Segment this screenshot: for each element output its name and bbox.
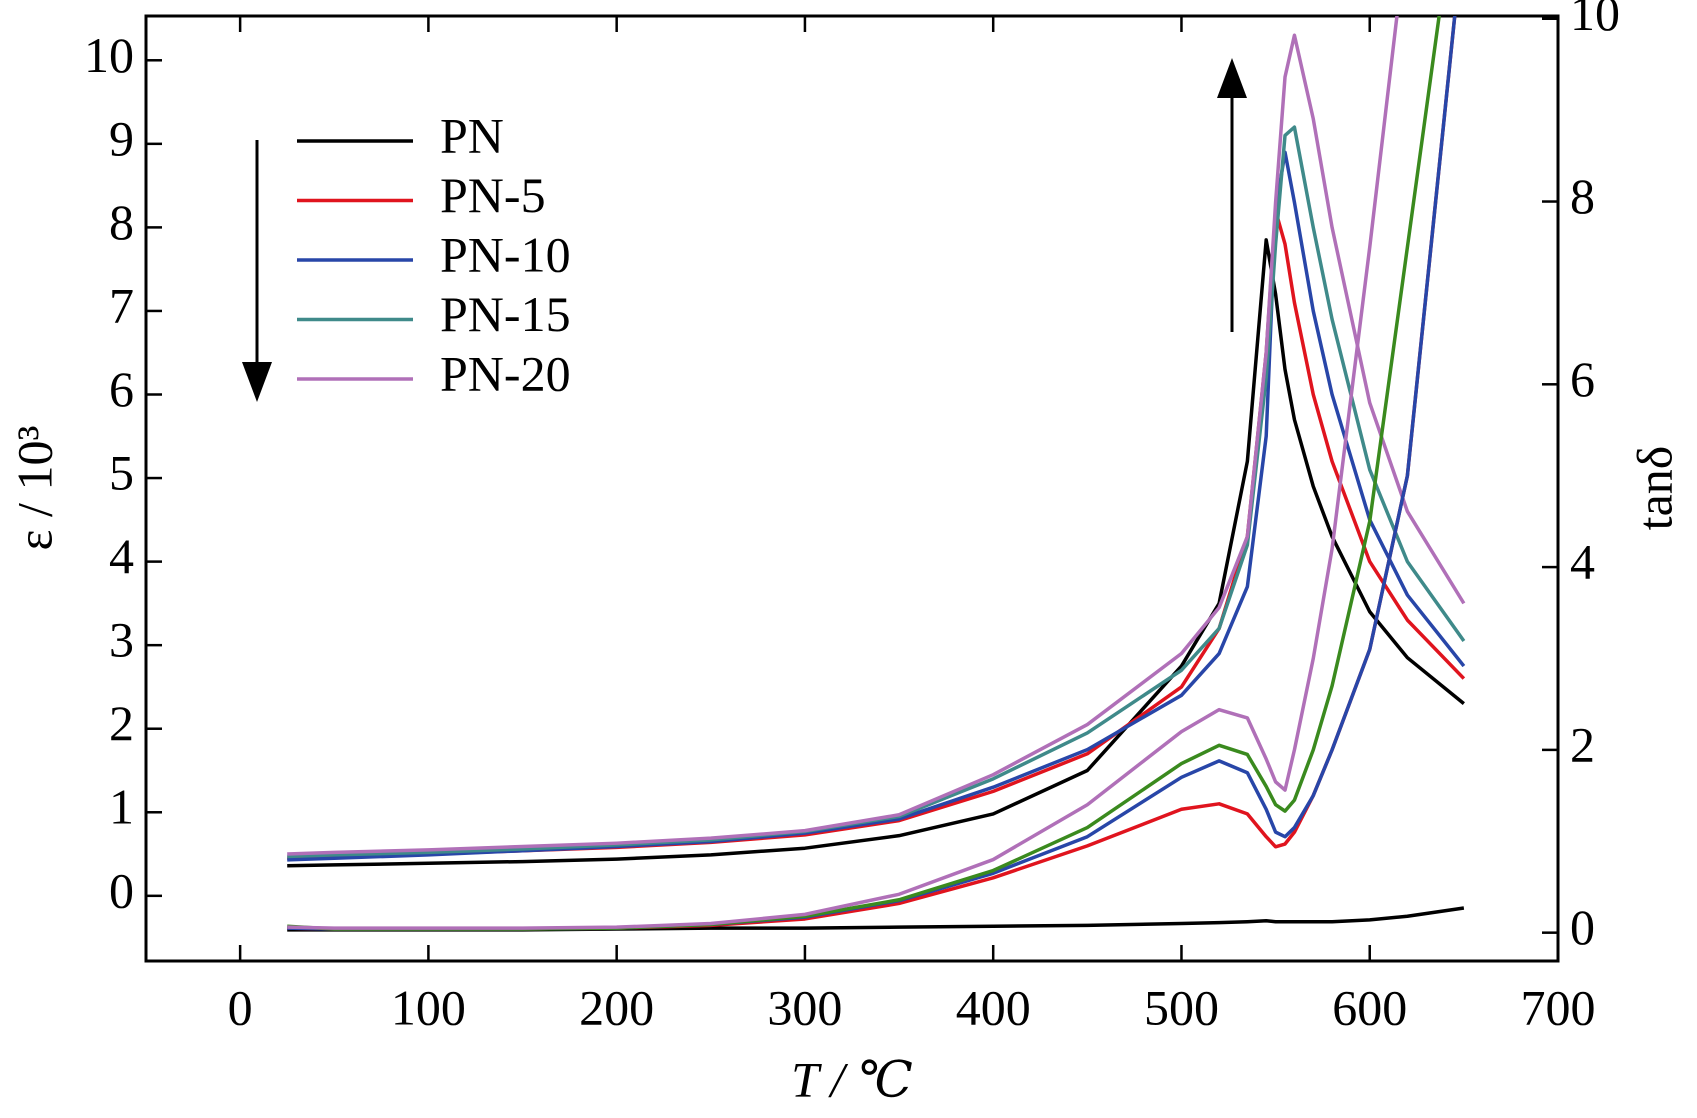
y2-tick-label: 0 — [1570, 899, 1595, 955]
x-tick-label: 400 — [956, 979, 1031, 1035]
legend-label: PN-15 — [440, 286, 571, 342]
y-tick-label: 3 — [109, 612, 134, 668]
legend-label: PN-10 — [440, 226, 571, 282]
legend-label: PN-20 — [440, 345, 571, 401]
y-axis-label: ε / 10³ — [6, 426, 62, 551]
y2-tick-label: 6 — [1570, 351, 1595, 407]
y2-axis-label: tanδ — [1626, 446, 1682, 531]
line-series — [287, 238, 1465, 868]
arrow-down — [242, 140, 272, 402]
line-series — [287, 125, 1466, 859]
plot-frame — [144, 14, 1560, 963]
y2-tick-label: 4 — [1570, 534, 1595, 590]
x-tick-label: 300 — [767, 979, 842, 1035]
y-tick-label: 8 — [109, 194, 134, 250]
x-tick-label: 100 — [391, 979, 466, 1035]
line-series — [287, 33, 1466, 856]
y-tick-label: 4 — [109, 528, 134, 584]
line-series — [287, 16, 1399, 930]
y2-tick-label: 8 — [1570, 168, 1595, 224]
y2-tick-label: 2 — [1570, 716, 1595, 772]
y-tick-label: 0 — [109, 862, 134, 918]
arrow-up — [1217, 58, 1247, 332]
x-tick-label: 600 — [1332, 979, 1407, 1035]
x-axis-label: T / ℃ — [791, 1051, 913, 1107]
curves — [287, 16, 1466, 932]
y-tick-label: 10 — [84, 27, 134, 83]
x-tick-label: 500 — [1144, 979, 1219, 1035]
x-tick-label: 0 — [228, 979, 253, 1035]
y-tick-label: 9 — [109, 110, 134, 166]
x-tick-label: 700 — [1521, 979, 1596, 1035]
y-tick-label: 7 — [109, 277, 134, 333]
y-tick-label: 1 — [109, 779, 134, 835]
legend-label: PN-5 — [440, 167, 546, 223]
y-tick-label: 2 — [109, 695, 134, 751]
x-tick-label: 200 — [579, 979, 654, 1035]
y-tick-label: 5 — [109, 445, 134, 501]
y2-tick-label: 10 — [1570, 0, 1620, 41]
legend-label: PN — [440, 107, 504, 163]
y-tick-label: 6 — [109, 361, 134, 417]
